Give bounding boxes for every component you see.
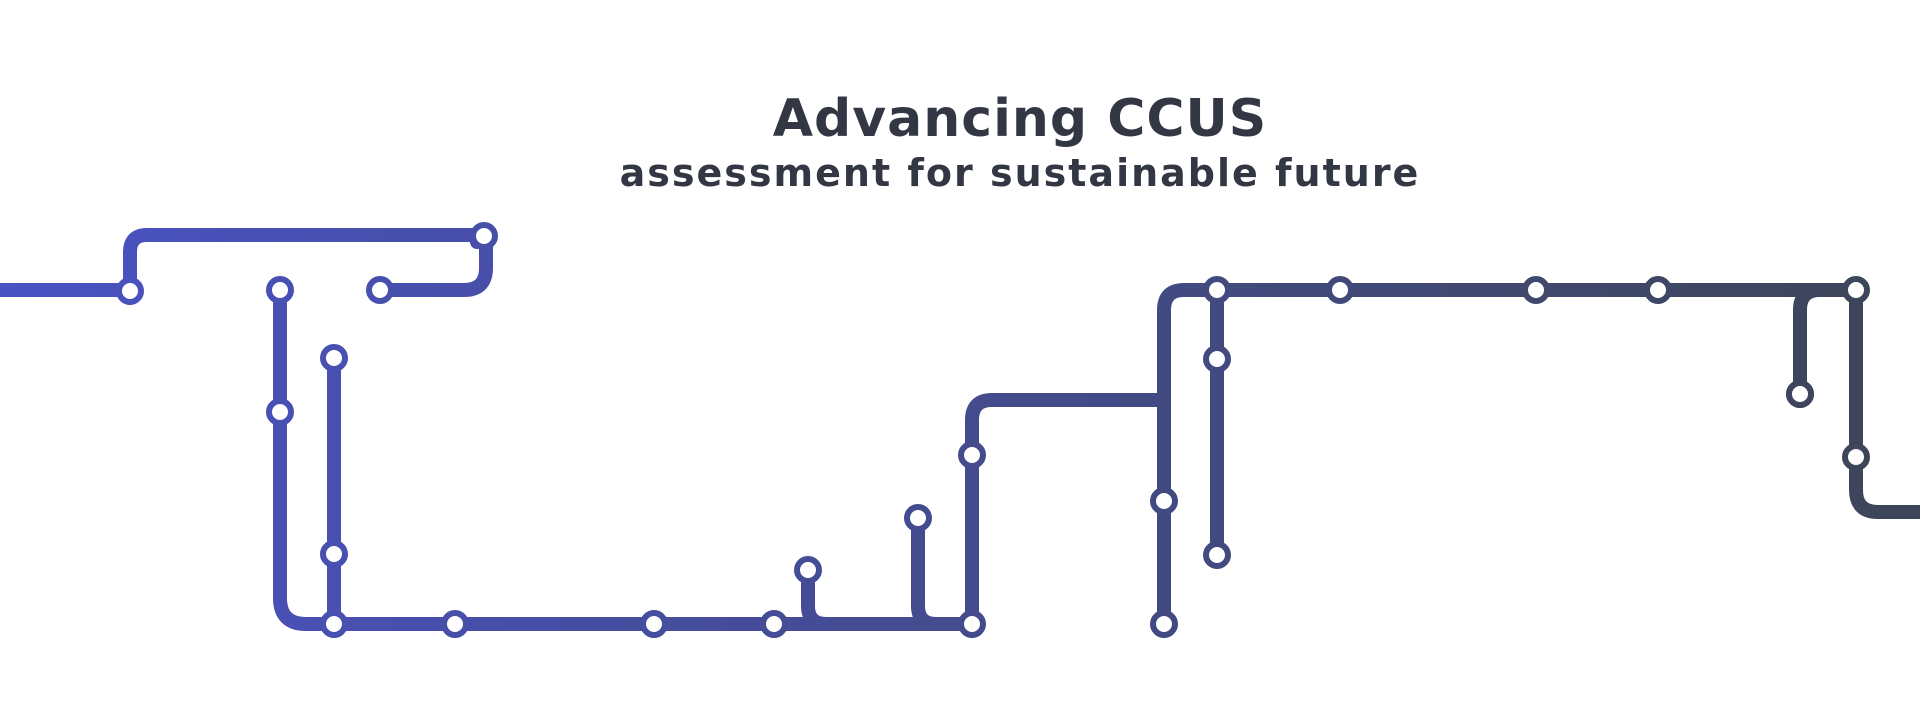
page-title: Advancing CCUS xyxy=(772,89,1268,149)
line-segment xyxy=(273,283,979,631)
station-marker xyxy=(958,441,986,469)
pipeline-lines xyxy=(0,228,1920,631)
station-marker xyxy=(1326,276,1354,304)
station-marker xyxy=(1842,276,1870,304)
page-subtitle: assessment for sustainable future xyxy=(619,151,1421,195)
pipeline-stations xyxy=(116,222,1870,638)
station-marker xyxy=(441,610,469,638)
station-marker xyxy=(1644,276,1672,304)
station-marker xyxy=(1203,541,1231,569)
station-marker xyxy=(116,277,144,305)
line-segment xyxy=(123,228,484,297)
station-marker xyxy=(1842,443,1870,471)
station-marker xyxy=(366,276,394,304)
line-segment xyxy=(373,229,493,297)
station-marker xyxy=(1522,276,1550,304)
station-marker xyxy=(904,504,932,532)
line-segment xyxy=(911,511,943,631)
station-marker xyxy=(320,540,348,568)
station-marker xyxy=(1150,487,1178,515)
title-block: Advancing CCUS assessment for sustainabl… xyxy=(0,88,1920,196)
station-marker xyxy=(1150,610,1178,638)
station-marker xyxy=(266,276,294,304)
station-marker xyxy=(320,344,348,372)
station-marker xyxy=(320,610,348,638)
line-segment xyxy=(1793,283,1863,401)
station-marker xyxy=(640,610,668,638)
line-segment xyxy=(801,563,833,631)
station-marker xyxy=(1786,380,1814,408)
line-segment xyxy=(1157,283,1863,631)
station-marker xyxy=(1203,345,1231,373)
station-marker xyxy=(958,610,986,638)
station-marker xyxy=(794,556,822,584)
station-marker xyxy=(470,222,498,250)
station-marker xyxy=(266,398,294,426)
station-marker xyxy=(760,610,788,638)
station-marker xyxy=(1203,276,1231,304)
line-segment xyxy=(965,393,1171,631)
line-segment xyxy=(1849,290,1920,519)
